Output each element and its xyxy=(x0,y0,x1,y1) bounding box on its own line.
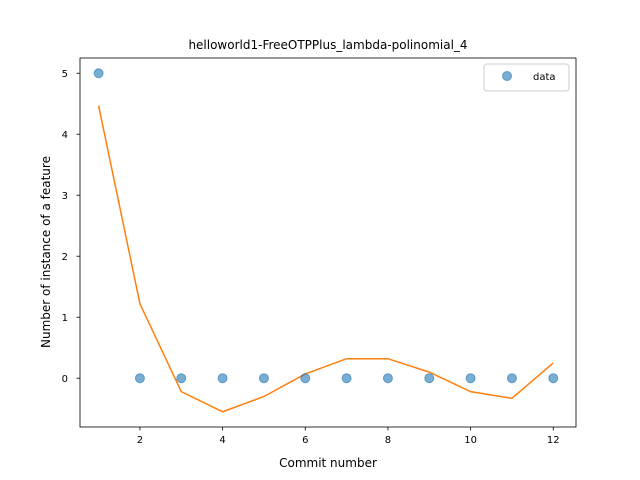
x-tick-label: 6 xyxy=(302,435,308,446)
y-tick-label: 0 xyxy=(62,374,68,385)
data-point xyxy=(258,373,269,384)
x-tick-label: 2 xyxy=(137,435,143,446)
y-tick-label: 5 xyxy=(62,69,68,80)
legend-marker-data xyxy=(502,71,512,81)
data-point xyxy=(506,373,517,384)
data-point xyxy=(465,373,476,384)
fit-line xyxy=(97,105,554,413)
data-point xyxy=(93,68,104,79)
data-point xyxy=(424,373,435,384)
legend-label-data: data xyxy=(533,72,556,83)
y-tick-label: 3 xyxy=(62,191,68,202)
x-tick-label: 4 xyxy=(219,435,225,446)
y-tick-label: 4 xyxy=(62,130,68,141)
data-point xyxy=(134,373,145,384)
legend: data xyxy=(483,63,570,92)
data-point xyxy=(548,373,559,384)
y-tick-label: 2 xyxy=(62,252,68,263)
x-axis-title: Commit number xyxy=(279,456,377,470)
data-point xyxy=(382,373,393,384)
axes-frame xyxy=(79,57,577,428)
x-tick-label: 12 xyxy=(547,435,560,446)
data-point xyxy=(217,373,228,384)
data-point xyxy=(176,373,187,384)
x-tick-label: 8 xyxy=(385,435,391,446)
x-tick-label: 10 xyxy=(464,435,477,446)
y-tick-label: 1 xyxy=(62,313,68,324)
chart-title: helloworld1-FreeOTPPlus_lambda-polinomia… xyxy=(188,38,467,52)
data-point xyxy=(341,373,352,384)
legend-box xyxy=(483,63,570,92)
data-point xyxy=(300,373,311,384)
y-axis-title: Number of instance of a feature xyxy=(39,156,53,348)
